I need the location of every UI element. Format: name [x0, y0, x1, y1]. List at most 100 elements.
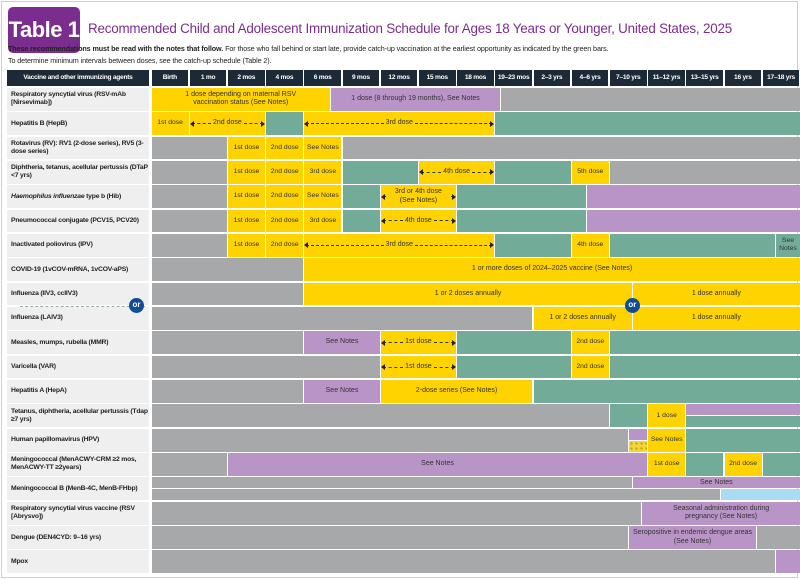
schedule-bar-yellow: 1 dose annually: [632, 282, 800, 306]
vaccine-label-text: Meningococcal B (MenB-4C, MenB-FHbp): [11, 485, 138, 493]
schedule-bar-green: [686, 453, 724, 476]
bar-text: 2nd dose: [576, 362, 605, 370]
bar-text: 3rd dose: [309, 168, 337, 176]
vaccine-label-text: Dengue (DEN4CYD: 9–16 yrs): [11, 534, 101, 542]
schedule-bar-gray: [151, 160, 227, 184]
vaccine-label-main: Influenza (LAIV3): [11, 314, 63, 322]
schedule-bar-green: [495, 112, 800, 135]
bar-text: 1 dose depending on maternal RSV vaccina…: [185, 90, 297, 107]
schedule-bar-yellow: 1 or more doses of 2024–2025 vaccine (Se…: [304, 258, 800, 282]
bar-text: 1st dose: [405, 362, 432, 370]
schedule-bar-gray: [151, 453, 227, 476]
or-badge: or: [624, 298, 640, 314]
bar-text: Seropositive in endemic dengue areas (Se…: [632, 529, 753, 545]
schedule-bar-gray: [151, 233, 227, 257]
schedule-bar-gray: [151, 404, 609, 428]
schedule-bar-gray: [151, 306, 533, 330]
schedule-bar-blue: [720, 489, 800, 501]
schedule-bar-green: [610, 355, 800, 379]
schedule-bar-green: [686, 416, 800, 428]
schedule-bar-yellow: 3rd dose: [304, 112, 495, 135]
schedule-bar-yellow: 2nd dose: [571, 331, 609, 355]
bar-text: 3rd or 4th dose (See Notes): [394, 188, 442, 204]
schedule-bar-purple: See Notes: [228, 453, 647, 476]
bar-text: 1 dose annually: [691, 289, 741, 297]
vaccine-label-main: Mpox: [11, 557, 28, 565]
vaccine-label: Measles, mumps, rubella (MMR): [7, 331, 149, 355]
schedule-bar-yellow: See Notes: [648, 428, 686, 452]
vaccine-label: COVID-19 (1vCOV-mRNA, 1vCOV-aPS): [7, 258, 149, 282]
bar-text: 2nd dose: [576, 338, 605, 346]
bar-text: 1st dose: [233, 192, 260, 200]
arrow-left-icon: [380, 217, 403, 224]
schedule-bar-yellow: 2nd dose: [266, 209, 304, 233]
vaccine-label: Varicella (VAR): [7, 355, 149, 379]
schedule-bar-gray: [151, 477, 632, 489]
schedule-bar-gray: [151, 380, 304, 403]
schedule-bar-green: [495, 233, 571, 257]
schedule-bar-yellow: 1 or 2 doses annually: [533, 306, 632, 330]
column-header-age: 16 yrs: [724, 70, 762, 86]
bar-text: 1st dose: [233, 143, 260, 151]
bar-text: 3rd dose: [385, 241, 413, 249]
intro-line-1: These recommendations must be read with …: [8, 44, 793, 53]
bar-text: See Notes: [307, 143, 339, 151]
vaccine-label: Rotavirus (RV): RV1 (2-dose series), RV5…: [7, 136, 149, 160]
arrow-left-icon: [304, 242, 384, 249]
schedule-bar-yellow: 1 or 2 doses annually: [304, 282, 632, 306]
schedule-bar-yellow: 1st dose: [228, 185, 265, 209]
vaccine-label: Tetanus, diphtheria, acellular pertussis…: [7, 404, 149, 428]
column-header-age: 6 mos: [304, 70, 341, 86]
bar-text: 3rd dose: [385, 119, 413, 127]
vaccine-label-text: Meningococcal (MenACWY-CRM ≥2 mos, MenAC…: [11, 456, 149, 472]
schedule-bar-yellow: 1st dose: [648, 453, 686, 476]
vaccine-label: Inactivated poliovirus (IPV): [7, 233, 149, 257]
vaccine-label-main: Measles, mumps, rubella (MMR): [11, 338, 109, 346]
bar-text: 2nd dose: [270, 192, 299, 200]
column-header-age: 17–18 yrs: [762, 70, 800, 86]
vaccine-label-main: Respiratory syncytial virus vaccine (RSV…: [11, 505, 135, 521]
bar-text: 1 dose: [656, 411, 677, 419]
schedule-bar-yellow: 4th dose: [418, 160, 495, 184]
schedule-bar-green: See Notes: [776, 233, 800, 257]
schedule-bar-green: [610, 404, 647, 428]
bar-text: 1 or 2 doses annually: [434, 289, 502, 297]
schedule-bar-yellow: 2nd dose: [189, 112, 266, 135]
column-header-age: 4–6 yrs: [571, 70, 609, 86]
bar-text: 2nd dose: [729, 460, 758, 468]
schedule-bar-yellow: 1 dose annually: [632, 306, 800, 330]
arrow-left-icon: [418, 169, 442, 176]
schedule-bar-gray: [501, 87, 800, 111]
vaccine-label-text: Respiratory syncytial virus vaccine (RSV…: [11, 505, 149, 521]
schedule-bar-green: [342, 160, 418, 184]
bar-text: Seasonal administration during pregnancy…: [673, 504, 770, 521]
schedule-bar-yellow: 2nd dose: [571, 355, 609, 379]
vaccine-label-text: Human papillomavirus (HPV): [11, 436, 99, 444]
schedule-bar-gray: [151, 209, 227, 233]
bar-text: See Notes: [307, 192, 339, 200]
bar-text: 4th dose: [443, 168, 471, 176]
schedule-bar-purple: See Notes: [304, 380, 380, 403]
bar-text: 3rd dose: [309, 216, 337, 224]
bar-text: 4th dose: [577, 241, 604, 249]
column-header-vaccine: Vaccine and other immunizing agents: [7, 70, 149, 86]
vaccine-label-main: Human papillomavirus (HPV): [11, 436, 100, 444]
schedule-bar-yellow: 4th dose: [571, 233, 609, 257]
vaccine-label-main: Influenza (IIV3, ccIIV3): [11, 290, 78, 298]
arrow-left-icon: [380, 364, 404, 371]
schedule-bar-purple: [776, 550, 800, 574]
schedule-bar-yellow: 1st dose: [228, 136, 265, 160]
bar-text: See Notes: [421, 460, 454, 468]
schedule-bar-yellow: See Notes: [304, 136, 342, 160]
vaccine-label-main: Diphtheria, tetanus, acellular pertussis…: [11, 164, 148, 180]
bar-text: See Notes: [325, 387, 359, 395]
bar-text: 1st dose: [157, 119, 183, 127]
bar-text: See Notes: [700, 478, 733, 486]
bar-text: 2nd dose: [270, 216, 299, 224]
schedule-bar-yellow: 5th dose: [571, 160, 609, 184]
schedule-bar-yellow: 1st dose: [228, 233, 265, 257]
schedule-bar-green: [762, 453, 800, 476]
vaccine-label: Meningococcal (MenACWY-CRM ≥2 mos, MenAC…: [7, 453, 149, 476]
bar-text: 4th dose: [404, 216, 432, 224]
schedule-bar-green: [457, 355, 571, 379]
